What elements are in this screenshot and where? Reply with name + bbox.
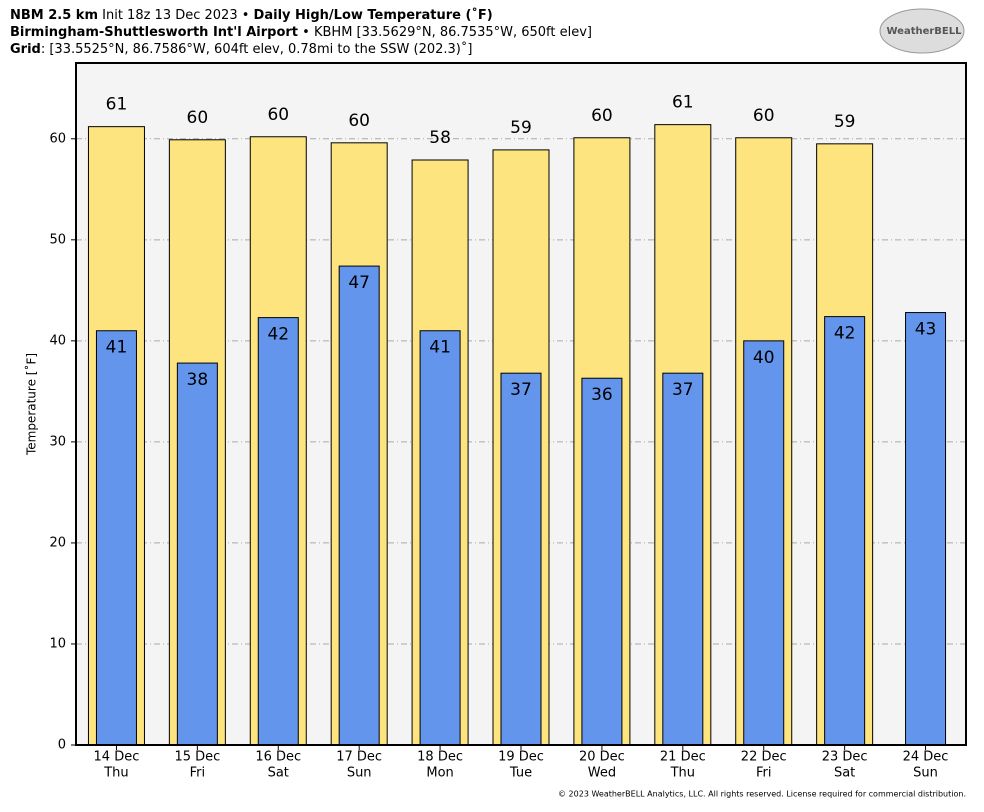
y-tick-label: 0 bbox=[58, 738, 66, 753]
footer: © 2023 WeatherBELL Analytics, LLC. All r… bbox=[558, 790, 966, 799]
title: NBM 2.5 km Init 18z 13 Dec 2023 • Daily … bbox=[10, 7, 493, 23]
y-tick-label: 40 bbox=[49, 333, 66, 348]
bar bbox=[338, 265, 380, 746]
x-tick-label: 18 Dec bbox=[417, 750, 463, 765]
x-tick-label: 17 Dec bbox=[336, 750, 382, 765]
value-label: 36 bbox=[591, 385, 613, 405]
value-label: 47 bbox=[348, 273, 370, 293]
bar bbox=[257, 317, 299, 746]
value-label: 40 bbox=[753, 348, 775, 368]
value-label: 60 bbox=[267, 105, 289, 125]
grid-info: Grid: [33.5525°N, 86.7586°W, 604ft elev,… bbox=[10, 41, 472, 57]
x-tick-label: 16 Dec bbox=[255, 750, 301, 765]
title-part: NBM 2.5 km bbox=[10, 8, 98, 23]
x-tick-label: Sat bbox=[268, 766, 289, 781]
value-label: 42 bbox=[267, 325, 289, 345]
x-tick-label: 15 Dec bbox=[174, 750, 220, 765]
x-tick-label: Sun bbox=[913, 766, 938, 781]
value-label: 37 bbox=[672, 380, 694, 400]
value-label: 60 bbox=[348, 111, 370, 131]
x-tick-label: Thu bbox=[103, 766, 128, 781]
bar bbox=[95, 330, 137, 746]
value-label: 59 bbox=[510, 118, 532, 138]
x-tick-label: Wed bbox=[588, 766, 616, 781]
subtitle: Birmingham-Shuttlesworth Int'l Airport •… bbox=[10, 25, 592, 40]
y-tick-label: 50 bbox=[49, 232, 66, 247]
value-label: 59 bbox=[834, 112, 856, 132]
x-tick-label: 14 Dec bbox=[94, 750, 140, 765]
x-tick-label: Sat bbox=[834, 766, 855, 781]
y-axis-label: Temperature [˚F] bbox=[24, 353, 39, 456]
value-label: 60 bbox=[187, 108, 209, 128]
value-label: 58 bbox=[429, 128, 451, 148]
bar bbox=[662, 372, 704, 746]
value-label: 37 bbox=[510, 380, 532, 400]
value-label: 60 bbox=[591, 106, 613, 126]
y-tick-label: 20 bbox=[49, 535, 66, 550]
value-label: 61 bbox=[106, 95, 128, 115]
bar bbox=[419, 330, 461, 746]
bar bbox=[905, 312, 947, 746]
bar bbox=[743, 340, 785, 746]
x-tick-label: 20 Dec bbox=[579, 750, 625, 765]
subtitle-part: • KBHM [33.5629°N, 86.7535°W, 650ft elev… bbox=[302, 25, 592, 40]
subtitle-part: Birmingham-Shuttlesworth Int'l Airport bbox=[10, 25, 298, 40]
x-tick-label: Mon bbox=[426, 766, 453, 781]
y-tick-label: 60 bbox=[49, 131, 66, 146]
value-label: 41 bbox=[106, 338, 128, 358]
plot-frame bbox=[75, 62, 967, 746]
value-label: 61 bbox=[672, 93, 694, 113]
x-tick-label: 19 Dec bbox=[498, 750, 544, 765]
grid-info-part: : [33.5525°N, 86.7586°W, 604ft elev, 0.7… bbox=[41, 41, 473, 57]
x-tick-label: 24 Dec bbox=[903, 750, 949, 765]
bar bbox=[581, 377, 623, 746]
y-tick-label: 30 bbox=[49, 434, 66, 449]
x-tick-label: Fri bbox=[190, 766, 206, 781]
value-label: 60 bbox=[753, 106, 775, 126]
logo: WeatherBELL bbox=[886, 26, 962, 37]
logo-mark bbox=[879, 8, 965, 54]
x-tick-label: Tue bbox=[509, 766, 532, 781]
value-label: 43 bbox=[915, 320, 937, 340]
x-tick-label: Sun bbox=[347, 766, 372, 781]
x-tick-label: 22 Dec bbox=[741, 750, 787, 765]
x-tick-label: 23 Dec bbox=[822, 750, 868, 765]
title-part: Init 18z 13 Dec 2023 • bbox=[102, 8, 249, 23]
title-part: Daily High/Low Temperature (˚F) bbox=[254, 7, 493, 23]
y-tick-label: 10 bbox=[49, 636, 66, 651]
value-label: 38 bbox=[187, 370, 209, 390]
bar bbox=[500, 372, 542, 746]
x-tick-label: Fri bbox=[756, 766, 772, 781]
grid-info-part: Grid bbox=[10, 42, 41, 57]
value-label: 41 bbox=[429, 338, 451, 358]
bar bbox=[176, 362, 218, 746]
x-tick-label: Thu bbox=[670, 766, 695, 781]
value-label: 42 bbox=[834, 324, 856, 344]
bar bbox=[824, 316, 866, 746]
x-tick-label: 21 Dec bbox=[660, 750, 706, 765]
